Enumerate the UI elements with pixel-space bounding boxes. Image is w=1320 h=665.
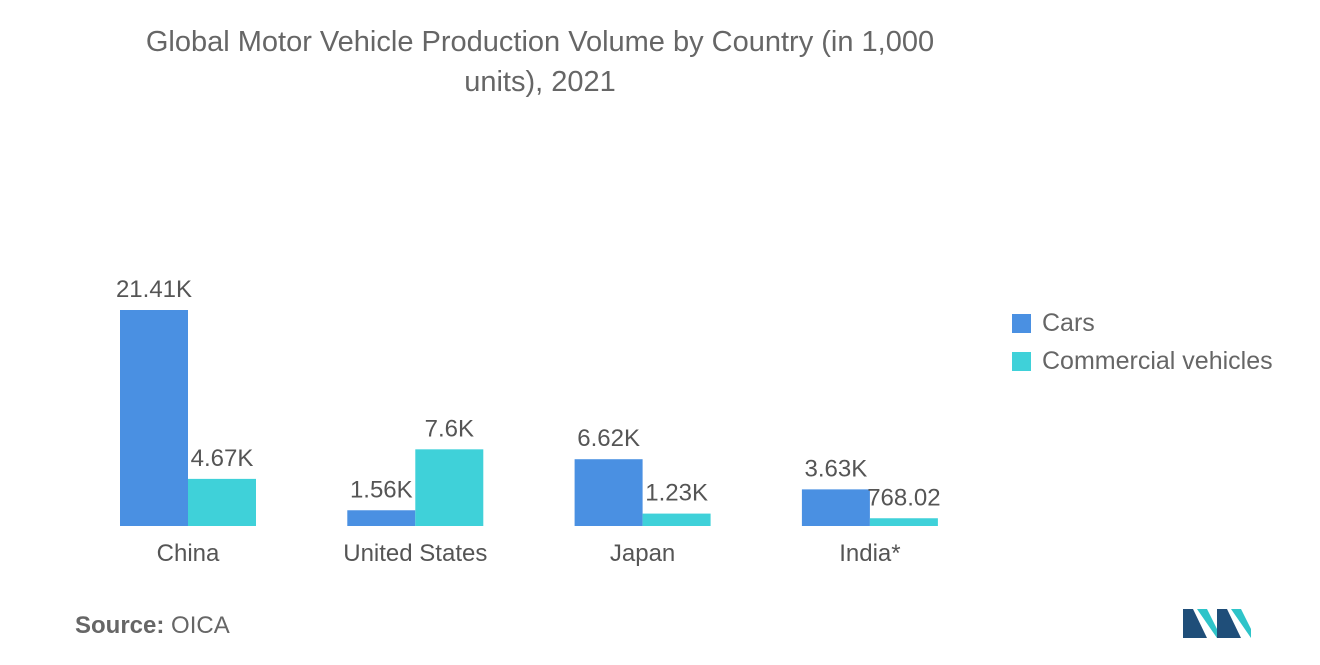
legend-item-commercial-vehicles[interactable]: Commercial vehicles bbox=[1012, 342, 1273, 380]
legend-swatch-commercial-vehicles bbox=[1012, 351, 1031, 371]
x-tick-label-japan: Japan bbox=[610, 540, 675, 567]
data-label-commercial-vehicles-japan: 1.23K bbox=[645, 480, 708, 507]
legend-label-commercial-vehicles: Commercial vehicles bbox=[1042, 346, 1273, 375]
bar-commercial-vehicles-japan bbox=[642, 513, 711, 526]
mordor-intelligence-logo-icon bbox=[1183, 609, 1251, 638]
legend-label-cars: Cars bbox=[1042, 308, 1095, 337]
data-label-cars-china: 21.41K bbox=[116, 276, 192, 303]
source-value: OICA bbox=[171, 612, 230, 639]
bar-cars-india bbox=[801, 489, 870, 526]
bar-chart: 21.41K 4.67K China 1.56K 7.6K United States 6.… bbox=[116, 276, 941, 567]
legend-item-cars[interactable]: Cars bbox=[1012, 304, 1273, 342]
x-tick-label-united-states: United States bbox=[343, 540, 487, 567]
legend-swatch-cars bbox=[1012, 313, 1031, 333]
bar-commercial-vehicles-india bbox=[869, 518, 938, 526]
source-label: Source: bbox=[75, 612, 165, 639]
x-tick-label-india: India* bbox=[839, 540, 900, 567]
x-tick-label-china: China bbox=[157, 540, 220, 567]
logo-shape-right bbox=[1231, 609, 1251, 638]
logo-shape-left bbox=[1183, 609, 1207, 638]
bar-cars-united-states bbox=[347, 510, 416, 526]
bar-commercial-vehicles-china bbox=[188, 478, 256, 526]
data-label-commercial-vehicles-india: 768.02 bbox=[867, 484, 940, 511]
chart-title-line-1: Global Motor Vehicle Production Volume b… bbox=[145, 26, 935, 58]
data-label-cars-united-states: 1.56K bbox=[350, 476, 413, 503]
logo-shape-mid-right bbox=[1217, 609, 1241, 638]
bar-cars-japan bbox=[574, 459, 643, 526]
logo-shape-mid-left bbox=[1197, 609, 1217, 638]
data-label-commercial-vehicles-china: 4.67K bbox=[191, 445, 254, 472]
data-label-cars-japan: 6.62K bbox=[577, 425, 640, 452]
legend: Cars Commercial vehicles bbox=[1012, 304, 1273, 380]
chart-title: Global Motor Vehicle Production Volume b… bbox=[40, 22, 1040, 102]
source-note: Source: OICA bbox=[75, 612, 230, 640]
bar-commercial-vehicles-united-states bbox=[415, 449, 484, 526]
bar-cars-china bbox=[120, 310, 188, 526]
data-label-commercial-vehicles-united-states: 7.6K bbox=[425, 415, 474, 442]
data-label-cars-india: 3.63K bbox=[805, 455, 868, 482]
chart-title-line-2: units), 2021 bbox=[464, 66, 616, 98]
